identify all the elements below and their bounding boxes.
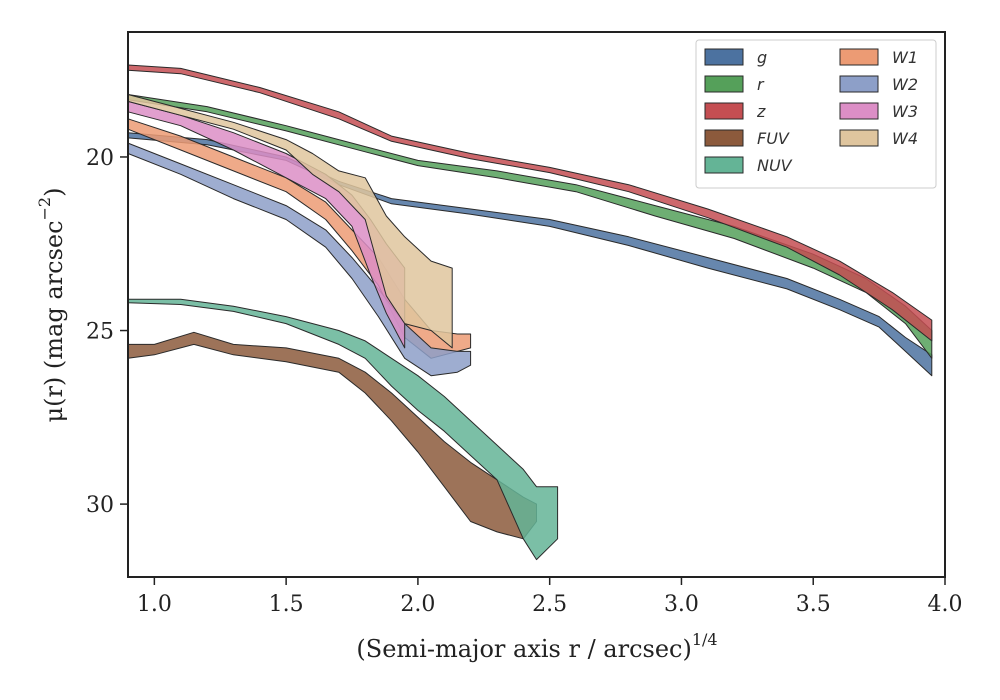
legend-label: W3 [892,102,918,121]
x-tick-label: 2.0 [400,592,435,617]
y-axis: 20 25 30 [86,146,128,518]
x-tick-label: 4.0 [928,592,963,617]
legend-label: W2 [892,75,918,94]
legend-swatch-w2 [839,75,879,93]
legend-label: NUV [757,156,793,175]
legend-label: r [757,75,765,94]
x-axis: 1.0 1.5 2.0 2.5 3.0 3.5 4.0 [137,577,963,617]
legend-swatch-z [704,102,744,120]
legend: grz FUV NUV W1 W2 W3 W4 [695,39,937,189]
legend-label: FUV [757,129,790,148]
band-nuv [127,298,559,561]
x-axis-label: (Semi-major axis r / arcsec)1/4 [356,630,717,663]
legend-label: W4 [892,129,918,148]
legend-swatch-fuv [704,129,744,147]
x-tick-label: 3.0 [664,592,699,617]
legend-swatch-nuv [704,156,744,174]
band-w2 [127,142,472,377]
legend-swatch-w1 [839,48,879,66]
legend-swatch-g [704,48,744,66]
band-w3 [127,100,406,349]
y-tick-label: 20 [86,146,114,171]
y-axis-label: μ(r) (mag arcsec−2) [35,188,68,423]
band-r [127,94,933,359]
legend-label: W1 [892,48,918,67]
plot-frame [127,31,946,578]
legend-swatch-w4 [839,129,879,147]
x-tick-label: 2.5 [532,592,567,617]
band-z [127,64,933,342]
legend-swatch-w3 [839,102,879,120]
data-bands [127,64,933,561]
legend-swatch-r [704,75,744,93]
y-tick-label: 25 [86,320,114,345]
x-tick-label: 1.0 [137,592,172,617]
legend-label: z [756,102,766,121]
legend-label: g [757,48,767,67]
band-w4 [127,94,453,349]
x-tick-label: 3.5 [796,592,831,617]
x-tick-label: 1.5 [269,592,304,617]
y-tick-label: 30 [86,493,114,518]
